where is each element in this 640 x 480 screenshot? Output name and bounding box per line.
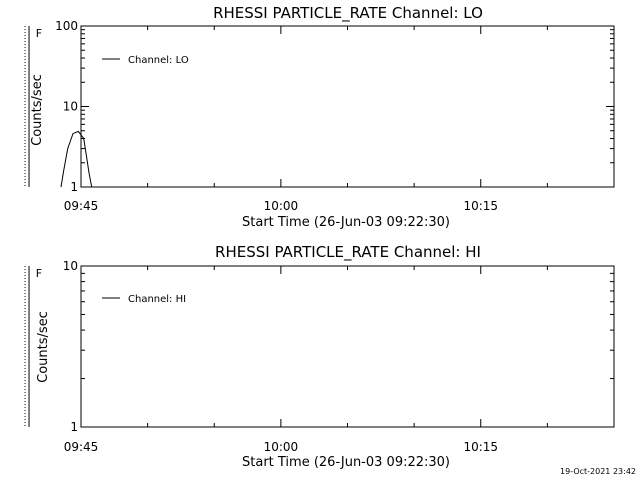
legend-label: Channel: LO <box>128 55 189 66</box>
legend-label: Channel: HI <box>128 294 186 305</box>
chart-panel-hi: RHESSI PARTICLE_RATE Channel: HI Counts/… <box>24 243 615 470</box>
footer-timestamp: 19-Oct-2021 23:42 <box>560 467 636 476</box>
x-tick-label: 09:45 <box>64 440 99 454</box>
x-tick-label: 10:15 <box>463 199 498 213</box>
x-axis-label: Start Time (26-Jun-03 09:22:30) <box>242 215 450 230</box>
x-tick-label: 09:45 <box>64 199 99 213</box>
y-tick-label: 1 <box>70 180 78 194</box>
data-series-line <box>60 130 93 188</box>
x-tick-label: 10:00 <box>264 199 299 213</box>
chart-title: RHESSI PARTICLE_RATE Channel: HI <box>215 243 481 262</box>
event-marker-label: F <box>36 27 42 40</box>
y-tick-label: 100 <box>55 19 78 33</box>
y-tick-label: 10 <box>63 259 78 273</box>
y-tick-label: 1 <box>70 420 78 434</box>
chart-panel-lo: RHESSI PARTICLE_RATE Channel: LO Counts/… <box>24 4 615 230</box>
event-marker-label: F <box>36 267 42 280</box>
y-tick-label: 10 <box>63 100 78 114</box>
x-axis-label: Start Time (26-Jun-03 09:22:30) <box>242 455 450 470</box>
y-axis-label: Counts/sec <box>36 311 51 383</box>
x-tick-label: 10:00 <box>264 440 299 454</box>
x-tick-label: 10:15 <box>463 440 498 454</box>
chart-title: RHESSI PARTICLE_RATE Channel: LO <box>213 4 483 23</box>
y-axis-label: Counts/sec <box>30 74 45 146</box>
